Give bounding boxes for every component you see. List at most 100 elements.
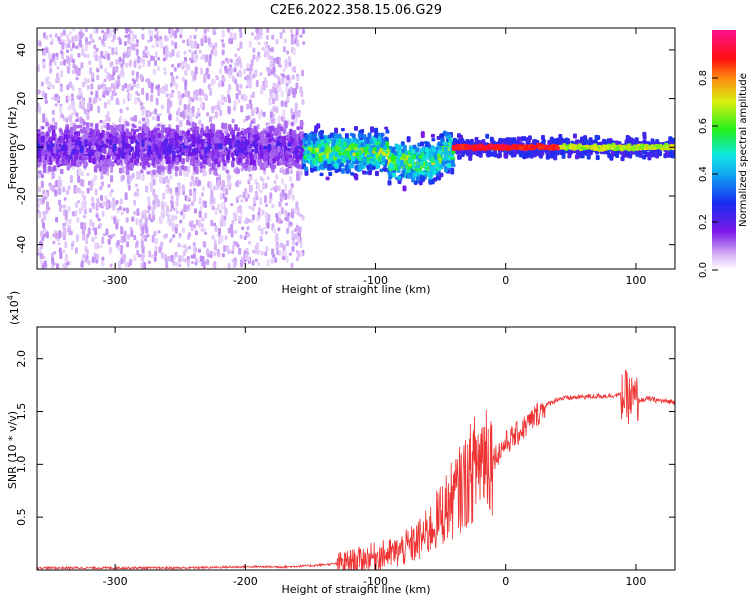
spectrogram-cell [209, 88, 213, 96]
spectrogram-cell [212, 263, 216, 268]
spectrogram-cell [64, 209, 68, 218]
spectrogram-cell [220, 94, 224, 102]
spectrogram-cell [44, 99, 48, 104]
spectrogram-cell [181, 76, 185, 82]
spectrogram-cell [421, 171, 426, 176]
spectrogram-cell [286, 50, 290, 55]
spectrogram-cell [94, 227, 98, 236]
spectrogram-cell [231, 141, 236, 146]
spectrogram-cell [243, 68, 247, 75]
spectrogram-cell [177, 182, 181, 191]
spectrogram-cell [71, 85, 75, 92]
spectrogram-cell [200, 155, 204, 160]
spectrogram-cell [255, 80, 259, 87]
spectrogram-cell [224, 136, 229, 141]
spectrogram-cell [150, 154, 154, 161]
spectrogram-cell [351, 143, 356, 150]
spectrogram-cell [71, 100, 75, 105]
spectrogram-cell [133, 83, 137, 87]
spectrogram-cell [97, 139, 102, 146]
spectrogram-cell [112, 91, 116, 96]
spectrogram-cell [51, 257, 55, 263]
spectrogram-cell [257, 261, 261, 267]
spectrogram-cell [256, 55, 260, 62]
spectrogram-cell [143, 125, 148, 134]
spectrogram-cell [207, 137, 211, 145]
spectrogram-cell [56, 66, 60, 70]
spectrogram-cell [191, 155, 195, 162]
spectrogram-cell [249, 136, 254, 142]
spectrogram-cell [202, 260, 206, 269]
spectrogram-cell [229, 58, 233, 63]
spectrogram-cell [304, 146, 309, 150]
spectrogram-cell [299, 139, 303, 145]
spectrogram-cell [91, 39, 95, 44]
spectrogram-cell [139, 151, 144, 157]
spectrogram-cell [420, 141, 425, 147]
spectrogram-cell [205, 54, 209, 61]
spectrogram-cell [312, 150, 317, 154]
spectrogram-cell [176, 63, 180, 68]
spectrogram-cell [271, 203, 275, 209]
spectrogram-cell [119, 108, 123, 114]
spectrogram-cell [224, 97, 228, 103]
spectrogram-cell [175, 199, 179, 207]
spectrogram-cell [289, 28, 293, 34]
spectrogram-cell [89, 122, 94, 127]
spectrogram-cell [233, 100, 237, 108]
spectrogram-cell [436, 135, 441, 140]
spectrogram-cell [200, 145, 205, 150]
spectrogram-cell [281, 73, 285, 78]
spectrogram-cell [99, 64, 103, 70]
spectrogram-cell [419, 174, 424, 182]
spectrogram-cell [172, 78, 176, 86]
spectrogram-cell [174, 170, 178, 177]
spectrogram-cell [128, 93, 132, 100]
spectrogram-cell [51, 125, 56, 130]
spectrogram-cell [169, 52, 173, 58]
spectrogram-cell [58, 247, 62, 253]
spectrogram-cell [91, 201, 95, 210]
spectrogram-cell [77, 175, 81, 183]
spectrogram-cell [262, 156, 267, 162]
spectrogram-cell [110, 95, 114, 101]
spectrogram-cell [198, 88, 202, 96]
spectrogram-cell [70, 120, 74, 129]
spectrogram-cell [234, 80, 238, 85]
spectrogram-cell [155, 29, 159, 36]
spectrogram-cell [276, 243, 280, 249]
spectrogram-cell [199, 205, 203, 211]
spectrogram-cell [165, 145, 169, 151]
spectrogram-cell [76, 216, 80, 223]
spectrogram-cell [345, 150, 350, 158]
spectrogram-cell [37, 90, 40, 94]
spectrogram-cell [340, 128, 345, 132]
spectrogram-cell [183, 56, 187, 63]
spectrogram-cell [218, 80, 222, 88]
spectrogram-cell [151, 44, 155, 49]
spectrogram-cell [165, 93, 169, 98]
spectrogram-cell [144, 45, 148, 52]
spectrogram-cell [70, 93, 74, 98]
spectrogram-cell [140, 169, 144, 174]
spectrogram-cell [67, 144, 72, 151]
spectrogram-cell [424, 142, 429, 148]
spectrogram-cell [189, 96, 193, 101]
spectrogram-cell [285, 202, 289, 206]
spectrogram-cell [397, 175, 402, 181]
spectrogram-cell [246, 226, 250, 231]
spectrogram-cell [194, 28, 198, 32]
spectrogram-cell [184, 79, 188, 87]
spectrogram-cell [286, 227, 290, 234]
spectrogram-cell [376, 141, 381, 145]
spectrogram-cell [272, 66, 276, 74]
spectrogram-cell [177, 93, 181, 99]
spectrogram-cell [101, 260, 105, 267]
spectrogram-cell [199, 161, 204, 169]
spectrogram-cell [136, 83, 140, 89]
spectrogram-cell [358, 130, 363, 134]
spectrogram-cell [229, 67, 233, 75]
spectrogram-cell [272, 141, 277, 147]
spectrogram-cell [47, 165, 52, 172]
spectrogram-cell [264, 81, 268, 88]
